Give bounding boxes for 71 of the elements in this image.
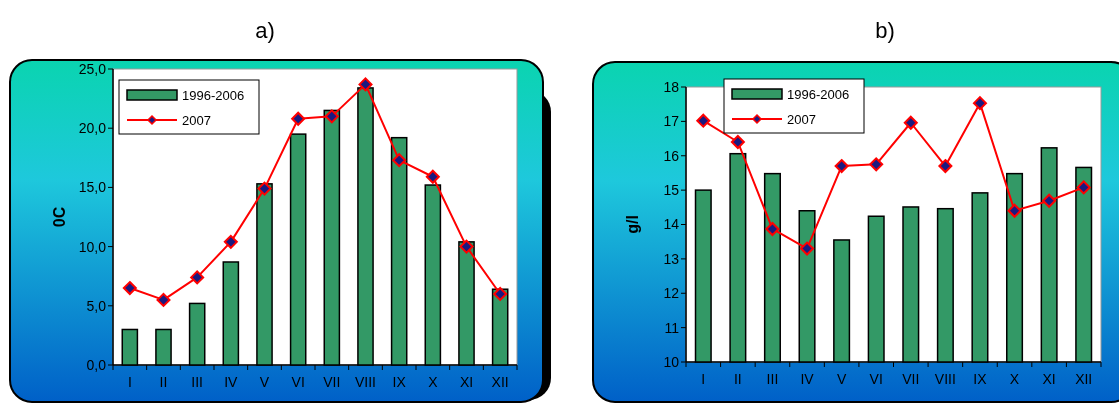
point	[257, 181, 272, 196]
y-tick-label: 17	[663, 113, 680, 130]
x-tick-label: VII	[323, 374, 341, 390]
x-tick-label: XII	[491, 374, 509, 390]
chart-title: a)	[255, 18, 275, 43]
y-tick-label: 5,0	[86, 297, 107, 314]
legend-label: 2007	[787, 111, 816, 127]
x-tick-label: IV	[224, 374, 239, 390]
y-tick-label: 20,0	[78, 120, 107, 137]
point	[1042, 193, 1057, 208]
y-tick-label: 25,0	[78, 60, 107, 77]
y-tick-label: 0,0	[86, 356, 107, 373]
x-tick-label: VIII	[354, 374, 377, 390]
x-tick-label: X	[1009, 371, 1020, 387]
x-tick-label: IV	[800, 371, 815, 387]
y-tick-label: 15,0	[78, 179, 107, 196]
legend-label: 1996-2006	[787, 86, 850, 102]
x-tick-label: VII	[902, 371, 920, 387]
y-tick-label: 11	[664, 319, 680, 336]
y-tick-label: 13	[663, 250, 680, 267]
x-tick-label: III	[766, 371, 779, 387]
point	[834, 159, 849, 174]
y-tick-label: 16	[663, 147, 680, 164]
chart-title: b)	[875, 18, 895, 43]
x-tick-label: I	[701, 371, 706, 387]
x-tick-label: XI	[459, 374, 474, 390]
point	[869, 157, 884, 172]
x-tick-label: IX	[392, 374, 407, 390]
x-tick-label: II	[733, 371, 742, 387]
point	[1007, 203, 1022, 218]
point	[324, 109, 339, 124]
point	[972, 96, 987, 111]
point	[122, 281, 137, 296]
point	[800, 241, 815, 256]
x-tick-label: XI	[1042, 371, 1056, 387]
point	[696, 113, 711, 128]
x-tick-label: III	[191, 374, 203, 390]
point	[765, 221, 780, 236]
point	[938, 159, 953, 174]
point	[903, 115, 918, 130]
y-tick-label: 10,0	[78, 238, 107, 255]
x-tick-label: IX	[973, 371, 988, 387]
x-tick-label: I	[127, 374, 132, 390]
point	[1076, 180, 1091, 195]
point	[291, 111, 306, 126]
y-axis-title: 0C	[51, 206, 68, 228]
x-tick-label: X	[428, 374, 439, 390]
legend-label: 1996-2006	[182, 87, 245, 103]
y-tick-label: 18	[663, 78, 680, 95]
y-tick-label: 12	[663, 285, 680, 302]
y-tick-label: 10	[663, 353, 680, 370]
point	[223, 234, 238, 249]
point	[392, 153, 407, 168]
legend-label: 2007	[182, 112, 211, 128]
point	[730, 135, 745, 149]
x-tick-label: VIII	[934, 371, 956, 387]
y-axis-title: g/l	[624, 215, 641, 234]
x-tick-label: V	[259, 374, 270, 390]
point	[493, 286, 508, 301]
point	[459, 239, 474, 254]
x-tick-label: VI	[869, 371, 883, 387]
point	[358, 77, 373, 92]
x-tick-label: XII	[1075, 371, 1093, 387]
x-tick-label: V	[836, 371, 847, 387]
x-tick-label: II	[159, 374, 168, 390]
x-tick-label: VI	[291, 374, 305, 390]
y-tick-label: 15	[663, 182, 680, 199]
point	[156, 292, 171, 307]
y-tick-label: 14	[663, 216, 680, 233]
point	[190, 270, 205, 285]
point	[425, 169, 440, 184]
